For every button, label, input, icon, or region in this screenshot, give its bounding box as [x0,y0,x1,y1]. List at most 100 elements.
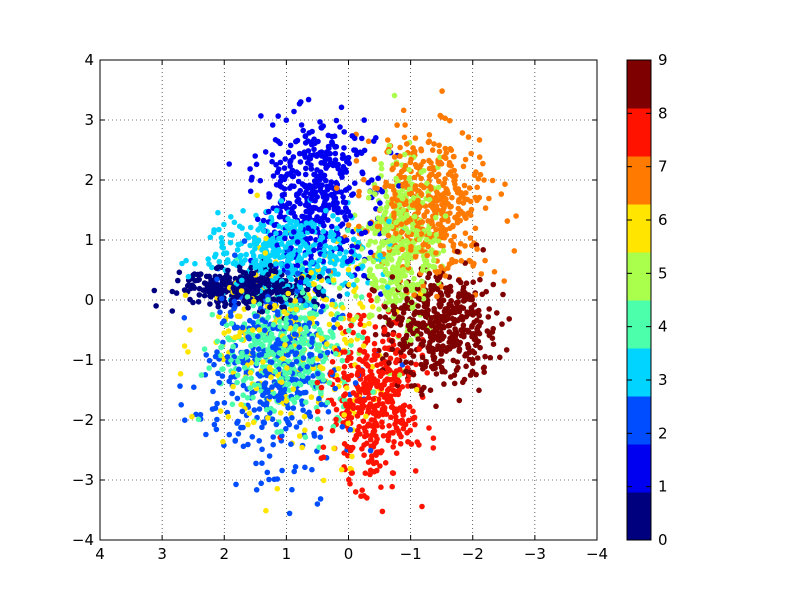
data-point-class-3 [321,252,328,259]
data-point-class-6 [340,305,346,311]
data-point-class-8 [396,387,402,393]
data-point-class-2 [231,298,238,305]
colorbar-segment-9 [627,60,651,109]
data-point-class-2 [332,385,339,392]
data-point-class-1 [319,303,326,310]
data-point-class-2 [295,270,301,277]
data-point-class-0 [336,293,343,299]
data-point-class-1 [329,139,335,146]
data-point-class-9 [427,387,434,394]
data-point-class-1 [317,242,323,248]
data-point-class-4 [358,294,365,300]
data-point-class-9 [460,294,467,300]
data-point-class-2 [283,426,289,432]
data-point-class-4 [316,284,322,291]
data-point-class-4 [241,365,248,371]
data-point-class-9 [416,309,422,316]
data-point-class-7 [404,141,410,147]
data-point-class-2 [273,421,280,428]
data-point-class-2 [304,364,311,370]
data-point-class-1 [351,147,357,153]
data-point-class-6 [366,320,372,327]
data-point-class-1 [295,170,302,177]
data-point-class-5 [372,239,379,245]
data-point-class-7 [430,200,436,207]
data-point-class-1 [321,153,328,160]
data-point-class-6 [299,444,305,451]
data-point-class-9 [445,292,451,299]
data-point-class-4 [268,405,274,412]
data-point-class-7 [486,195,492,202]
data-point-class-8 [373,421,379,427]
data-point-class-8 [353,432,360,439]
data-point-class-9 [490,325,497,332]
data-point-class-5 [383,193,390,199]
data-point-class-1 [317,119,323,125]
data-point-class-3 [298,223,305,229]
data-point-class-9 [466,329,472,335]
data-point-class-8 [317,425,324,432]
data-point-class-2 [258,480,265,487]
data-point-class-2 [259,317,266,323]
data-point-class-1 [293,138,299,145]
data-point-class-4 [260,342,266,349]
data-point-class-1 [302,171,309,178]
data-point-class-2 [215,370,221,377]
data-point-class-9 [410,353,417,359]
data-point-class-1 [303,165,309,172]
data-point-class-6 [181,343,188,349]
data-point-class-1 [274,169,281,176]
data-point-class-0 [204,284,211,291]
data-point-class-4 [297,372,303,378]
data-point-class-8 [318,384,325,391]
data-point-class-6 [251,298,257,305]
data-point-class-3 [311,224,317,230]
data-point-class-0 [320,292,327,299]
data-point-class-9 [430,350,436,357]
data-point-class-4 [277,323,283,330]
data-point-class-2 [235,431,242,437]
data-point-class-3 [252,241,259,247]
data-point-class-3 [225,259,231,265]
data-point-class-8 [390,387,396,394]
data-point-class-5 [424,180,430,187]
data-point-class-7 [436,161,443,167]
data-point-class-2 [224,354,231,360]
data-point-class-7 [498,191,505,197]
colorbar-tick-label: 4 [658,318,668,336]
data-point-class-4 [345,227,351,234]
data-point-class-3 [243,251,249,258]
data-point-class-3 [305,248,312,255]
data-point-class-1 [361,117,368,123]
data-point-class-6 [238,288,245,294]
data-point-class-7 [400,183,406,189]
data-point-class-1 [326,202,333,208]
data-point-class-5 [396,372,403,378]
data-point-class-9 [391,311,398,317]
data-point-class-1 [321,160,328,167]
data-point-class-1 [269,152,276,158]
data-point-class-1 [308,162,314,168]
data-point-class-7 [356,223,362,230]
data-point-class-7 [431,167,437,173]
data-point-class-7 [439,217,445,223]
data-point-class-5 [426,230,433,237]
data-point-class-9 [420,342,426,349]
data-point-class-5 [408,337,414,343]
data-point-class-4 [301,336,308,343]
data-point-class-9 [490,281,497,288]
data-point-class-9 [477,276,483,283]
data-point-class-8 [390,430,396,436]
data-point-class-9 [418,331,424,337]
data-point-class-3 [192,260,198,267]
data-point-class-0 [169,308,176,314]
data-point-class-1 [305,225,312,231]
data-point-class-1 [338,104,345,111]
data-point-class-3 [216,226,222,233]
data-point-class-2 [255,346,262,352]
data-point-class-2 [288,441,294,448]
data-point-class-2 [217,309,223,316]
data-point-class-8 [414,439,421,445]
data-point-class-1 [349,133,356,139]
data-point-class-7 [453,187,460,193]
